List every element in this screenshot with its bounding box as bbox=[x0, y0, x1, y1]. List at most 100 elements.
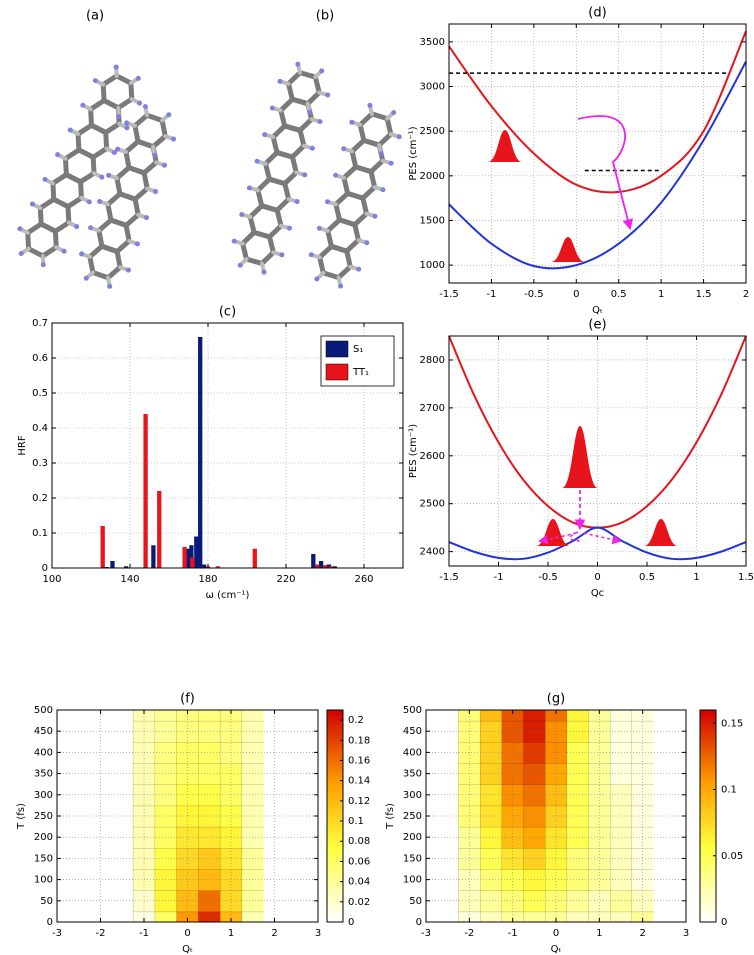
cell bbox=[588, 890, 611, 913]
bar bbox=[157, 491, 162, 568]
colorbar-tick-label: 0.15 bbox=[721, 718, 743, 729]
atom bbox=[378, 151, 384, 157]
chart-title: (g) bbox=[547, 692, 565, 707]
y-tick-label: 3500 bbox=[420, 37, 445, 48]
atom bbox=[116, 114, 122, 120]
y-tick-label: 2500 bbox=[420, 499, 445, 510]
cell bbox=[458, 784, 481, 807]
atom bbox=[97, 199, 103, 205]
cell bbox=[111, 805, 134, 828]
x-tick-label: -2 bbox=[96, 928, 106, 939]
atom bbox=[171, 136, 177, 142]
cell bbox=[111, 784, 134, 806]
y-tick-label: 50 bbox=[40, 896, 53, 907]
bar bbox=[104, 566, 109, 568]
cell bbox=[285, 826, 308, 849]
chart-title: (e) bbox=[588, 318, 606, 333]
bar bbox=[318, 561, 324, 568]
cell bbox=[89, 710, 112, 722]
y-axis-label: PES (cm⁻¹) bbox=[408, 424, 419, 478]
cell bbox=[67, 890, 91, 912]
cell bbox=[653, 741, 676, 764]
atom bbox=[99, 174, 105, 180]
atom bbox=[237, 262, 243, 268]
x-tick-label: -3 bbox=[421, 928, 431, 939]
y-tick-label: 200 bbox=[34, 832, 53, 843]
atom bbox=[277, 78, 283, 84]
cell bbox=[67, 710, 91, 722]
atom bbox=[356, 266, 362, 272]
y-tick-label: 2400 bbox=[420, 547, 445, 558]
y-axis-label: T (fs) bbox=[16, 803, 27, 830]
atom bbox=[396, 134, 402, 140]
cell bbox=[198, 784, 221, 807]
atom bbox=[92, 78, 98, 84]
molecule bbox=[231, 61, 331, 275]
atom bbox=[338, 283, 344, 289]
molecule bbox=[79, 104, 177, 289]
x-tick-label: 1.5 bbox=[738, 572, 754, 583]
y-tick-label: 1500 bbox=[420, 215, 445, 226]
atom bbox=[317, 119, 323, 125]
x-tick-label: 1.5 bbox=[696, 289, 712, 300]
y-tick-label: 0 bbox=[42, 563, 48, 574]
x-tick-label: 1 bbox=[596, 928, 602, 939]
y-axis-label: HRF bbox=[17, 435, 28, 455]
cell bbox=[653, 784, 676, 806]
cell bbox=[111, 763, 134, 785]
colorbar-tick-label: 0.05 bbox=[721, 851, 743, 862]
bar bbox=[311, 554, 316, 568]
y-tick-label: 350 bbox=[403, 769, 422, 780]
cell bbox=[89, 890, 112, 912]
cell bbox=[111, 741, 134, 764]
atom bbox=[372, 213, 378, 219]
atom bbox=[308, 252, 314, 258]
atom bbox=[341, 146, 347, 152]
atom bbox=[314, 276, 320, 282]
atom bbox=[115, 146, 121, 152]
legend-label: TT₁ bbox=[352, 367, 369, 378]
cell bbox=[609, 890, 633, 913]
cell bbox=[436, 784, 459, 806]
cell bbox=[653, 847, 676, 870]
x-tick-label: 2 bbox=[271, 928, 277, 939]
y-tick-label: 3000 bbox=[420, 82, 445, 93]
x-tick-label: 1 bbox=[658, 289, 664, 300]
atom bbox=[319, 68, 325, 74]
y-tick-label: 2000 bbox=[420, 171, 445, 182]
bar bbox=[328, 566, 333, 568]
bar bbox=[151, 545, 156, 568]
line bbox=[448, 526, 747, 561]
atom bbox=[388, 160, 394, 166]
cell bbox=[111, 710, 134, 722]
cell bbox=[111, 826, 134, 849]
bar bbox=[190, 557, 195, 568]
y-tick-label: 0.7 bbox=[32, 318, 48, 329]
bar bbox=[143, 414, 148, 568]
cell bbox=[89, 869, 112, 891]
cell bbox=[132, 784, 156, 807]
cell bbox=[285, 911, 308, 922]
bar bbox=[194, 536, 199, 568]
atom bbox=[107, 283, 113, 289]
atom bbox=[231, 238, 237, 244]
colorbar-tick-label: 0 bbox=[348, 917, 354, 928]
x-tick-label: 0 bbox=[184, 928, 190, 939]
colorbar-tick-label: 0.12 bbox=[348, 796, 370, 807]
atom bbox=[367, 102, 373, 108]
y-tick-label: 300 bbox=[34, 790, 53, 801]
colorbar-tick-label: 0.08 bbox=[348, 836, 370, 847]
y-tick-label: 100 bbox=[34, 875, 53, 886]
x-tick-label: -0.5 bbox=[524, 289, 544, 300]
y-tick-label: 250 bbox=[403, 811, 422, 822]
x-tick-label: 0 bbox=[573, 289, 579, 300]
atom bbox=[166, 112, 172, 118]
colorbar-tick-label: 0 bbox=[721, 917, 727, 928]
atom bbox=[279, 252, 285, 258]
cell bbox=[653, 710, 676, 722]
cell bbox=[67, 911, 91, 922]
x-tick-label: -1.5 bbox=[439, 572, 459, 583]
bar bbox=[201, 564, 207, 568]
atom bbox=[124, 125, 130, 131]
